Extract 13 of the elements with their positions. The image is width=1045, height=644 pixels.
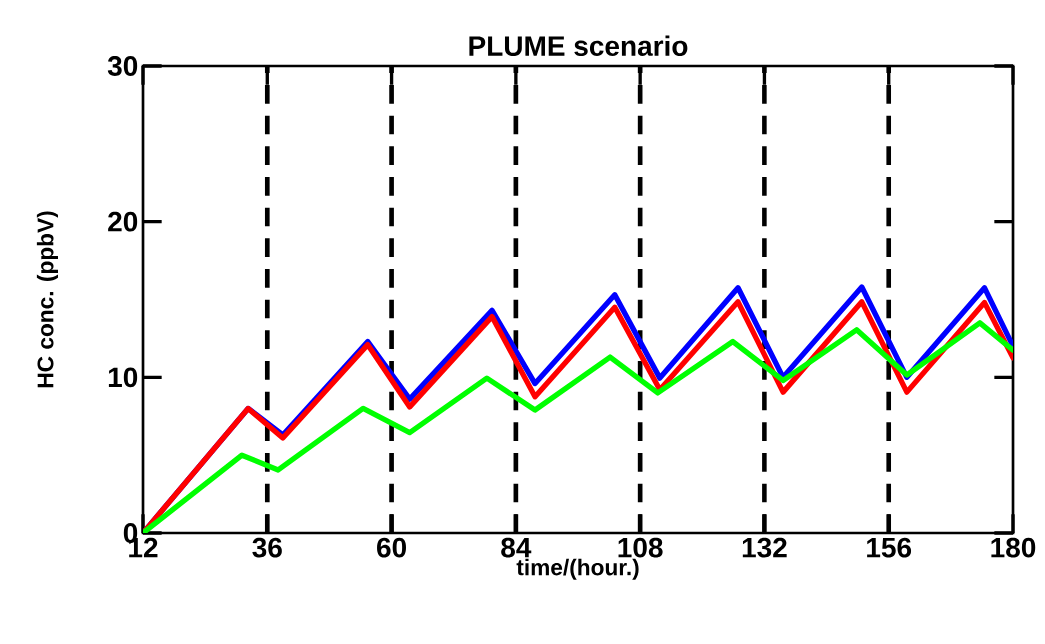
y-tick-label: 30 [107,56,138,76]
x-tick-label: 156 [867,537,912,558]
x-tick-label: 180 [991,537,1036,558]
y-tick-label: 10 [108,367,138,388]
x-tick-label: 60 [377,537,406,558]
x-tick-label: 84 [501,537,532,558]
x-tick-label: 132 [742,537,787,558]
y-tick-label: 20 [108,211,138,232]
x-tick-label: 36 [252,537,282,558]
chart-title: PLUME scenario [469,35,688,56]
x-tick-label: 108 [618,537,663,558]
y-axis-title: HC conc. (ppbV) [36,211,58,388]
x-axis-title: time/(hour.) [516,558,639,580]
